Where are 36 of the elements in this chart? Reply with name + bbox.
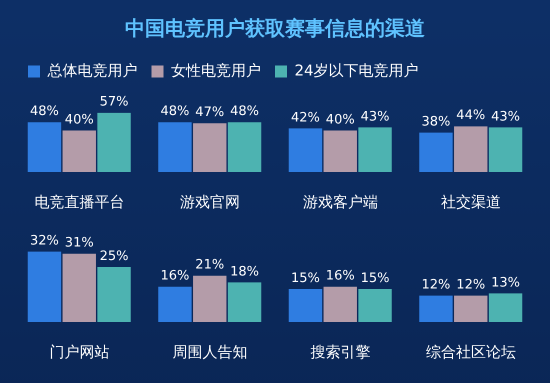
data-label: 43%: [360, 109, 390, 124]
x-tick-label: 游戏客户端: [302, 192, 378, 211]
data-label: 25%: [100, 248, 129, 264]
data-label: 18%: [230, 264, 260, 280]
data-label: 32%: [30, 233, 59, 248]
data-label: 48%: [30, 104, 59, 120]
data-label: 16%: [160, 268, 190, 284]
data-label: 48%: [230, 104, 260, 120]
data-label: 40%: [64, 112, 94, 128]
legend-label: 女性电竞用户: [171, 61, 261, 80]
data-label: 21%: [195, 258, 224, 273]
data-label: 42%: [290, 110, 320, 126]
data-label: 47%: [195, 105, 224, 120]
x-tick-label: 门户网站: [49, 342, 110, 361]
data-label: 31%: [64, 236, 94, 251]
data-label: 13%: [491, 275, 520, 290]
data-label: 43%: [491, 109, 520, 124]
data-label: 38%: [421, 114, 450, 130]
data-label: 44%: [456, 108, 486, 124]
legend-label: 总体电竞用户: [46, 61, 138, 80]
data-label: 16%: [326, 268, 355, 284]
data-label: 48%: [160, 104, 190, 120]
data-label: 40%: [326, 112, 355, 128]
x-tick-label: 综合社区论坛: [426, 342, 516, 361]
legend-label: 24岁以下电竞用户: [294, 61, 419, 80]
x-tick-label: 周围人告知: [172, 342, 248, 361]
data-label: 12%: [456, 277, 486, 292]
data-label: 15%: [290, 270, 320, 286]
data-label: 15%: [360, 270, 390, 286]
x-tick-label: 游戏官网: [180, 192, 240, 211]
data-label: 57%: [100, 94, 129, 110]
chart-title: 中国电竞用户获取赛事信息的渠道: [125, 16, 425, 40]
data-label: 12%: [421, 277, 450, 292]
x-tick-label: 电竞直播平台: [34, 192, 124, 211]
x-tick-label: 搜索引擎: [310, 342, 370, 361]
x-tick-label: 社交渠道: [440, 192, 501, 211]
